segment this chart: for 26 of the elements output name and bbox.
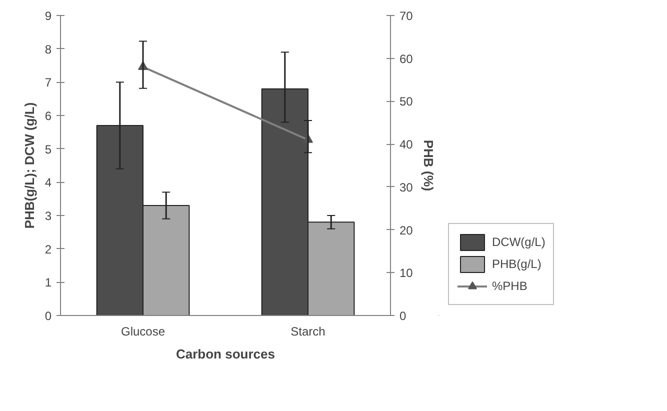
y-tick-label: 9 [44, 9, 52, 23]
y2-tick-label: 40 [400, 138, 414, 152]
y-axis-title: PHB(g/L); DCW (g/L) [22, 102, 37, 229]
x-tick-label: Starch [290, 324, 326, 338]
y-tick-label: 3 [44, 209, 52, 223]
y-tick-label: 5 [44, 142, 52, 156]
y-tick-label: 8 [44, 42, 52, 56]
y2-tick-label: 0 [400, 309, 406, 323]
y-tick-label: 2 [44, 242, 52, 256]
y2-tick-label: 60 [400, 52, 414, 66]
y2-tick-label: 30 [400, 180, 414, 194]
y2-tick-label: 10 [400, 266, 414, 280]
y-tick-label: 4 [44, 176, 52, 190]
y-tick-label: 0 [44, 309, 52, 323]
y2-tick-label: 70 [400, 9, 414, 23]
y2-axis-title: PHB (%) [420, 140, 436, 192]
legend-label: PHB(g/L) [492, 257, 542, 271]
legend-label: DCW(g/L) [492, 235, 546, 249]
y2-tick-label: 50 [400, 94, 414, 109]
x-tick-label: Glucose [120, 324, 166, 338]
x-axis-title: Carbon sources [176, 346, 275, 362]
y-tick-label: 7 [44, 76, 52, 90]
y-tick-label: 6 [44, 109, 52, 123]
y-tick-label: 1 [44, 276, 52, 290]
y2-tick-label: 20 [400, 223, 414, 238]
legend-label: %PHB [492, 279, 528, 293]
